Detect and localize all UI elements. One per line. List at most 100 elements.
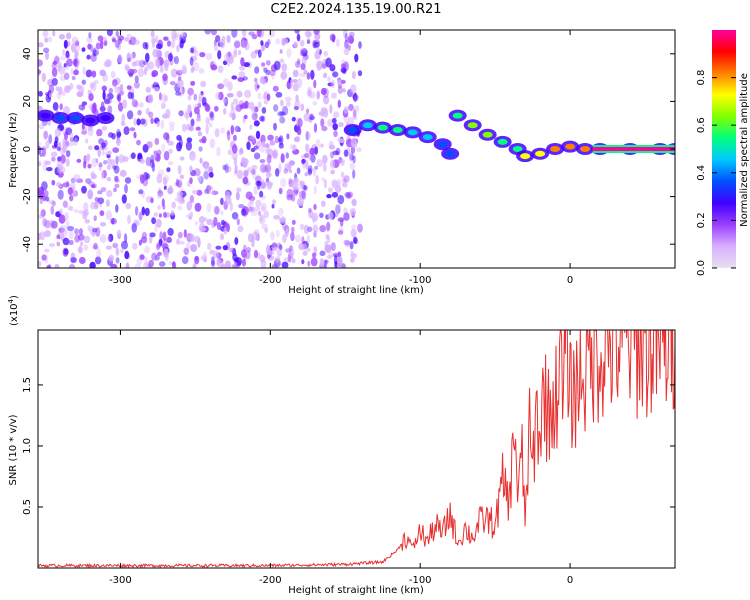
noise-speck [87,126,94,137]
noise-speck [205,116,210,126]
noise-speck [110,218,117,225]
noise-speck [269,250,275,256]
noise-speck [192,190,198,195]
noise-speck [122,156,129,162]
noise-speck [53,140,58,148]
noise-speck [342,182,348,188]
noise-speck [189,195,195,203]
noise-speck [294,30,300,34]
y-tick-label: 0 [22,146,33,152]
noise-speck [198,146,203,152]
signal-point [580,146,591,152]
noise-speck [50,151,58,157]
noise-speck [322,163,327,172]
noise-speck [111,217,115,225]
noise-speck [350,257,355,263]
noise-speck [310,153,316,163]
signal-point [85,117,96,124]
noise-speck [237,77,245,82]
noise-speck [217,50,222,60]
noise-speck [238,148,244,156]
noise-speck [76,178,84,183]
y-tick-label: 1.0 [22,438,33,454]
spectrogram-noise-layer [38,30,363,268]
noise-speck [211,189,215,196]
noise-speck [221,35,226,43]
noise-speck [269,69,276,77]
noise-speck [177,231,183,239]
noise-speck [148,259,155,268]
noise-speck [312,224,319,233]
x-tick-label: -200 [259,575,282,586]
noise-speck [313,41,320,48]
noise-speck [357,70,363,77]
noise-speck [236,90,243,98]
noise-speck [209,138,216,149]
noise-speck [120,121,126,127]
noise-speck [90,201,96,210]
noise-speck [62,182,70,188]
noise-speck [38,69,42,74]
noise-speck [234,164,238,174]
noise-speck [344,39,349,50]
noise-speck [350,228,357,238]
noise-speck [223,227,228,235]
snr-panel: -300 -200 -100 0 0.5 1.0 1.5 Height of straig… [7,295,676,596]
noise-speck [356,147,362,153]
noise-speck [92,102,97,112]
noise-speck [91,70,97,78]
noise-speck [232,134,237,142]
noise-speck [267,39,271,45]
noise-speck [121,113,125,123]
noise-speck [68,230,74,240]
noise-speck [66,58,73,67]
noise-speck [242,176,249,185]
noise-speck [74,44,81,52]
noise-speck [267,134,274,141]
noise-speck [86,153,91,161]
noise-speck [127,91,133,100]
noise-speck [161,143,166,153]
noise-speck [257,92,262,100]
noise-speck [170,68,178,78]
signal-point [452,112,463,119]
noise-speck [272,199,276,205]
noise-speck [329,159,336,169]
noise-speck [168,53,173,62]
noise-speck [179,240,185,245]
noise-speck [52,30,56,37]
noise-speck [106,235,111,243]
noise-speck [38,59,43,67]
noise-speck [43,130,49,140]
noise-speck [168,161,174,166]
noise-speck [83,155,87,165]
noise-speck [280,177,287,188]
noise-speck [97,190,103,195]
noise-speck [211,256,215,266]
noise-speck [215,91,221,100]
noise-speck [176,44,180,53]
noise-speck [250,199,254,205]
noise-speck [98,162,103,168]
noise-speck [87,145,93,151]
noise-speck [163,211,167,218]
noise-speck [44,219,51,229]
signal-point [467,122,478,129]
noise-speck [194,202,202,212]
noise-speck [115,128,121,139]
noise-speck [80,241,84,247]
noise-speck [225,166,232,173]
noise-speck [285,248,292,253]
noise-speck [117,54,123,64]
noise-speck [62,144,67,153]
noise-speck [156,59,161,69]
noise-speck [301,259,305,265]
noise-speck [321,177,325,182]
noise-speck [209,249,215,255]
noise-speck [69,194,74,202]
noise-speck [279,244,283,251]
noise-speck [167,227,174,236]
noise-speck [313,30,320,35]
noise-speck [163,36,169,41]
noise-speck [243,62,250,68]
